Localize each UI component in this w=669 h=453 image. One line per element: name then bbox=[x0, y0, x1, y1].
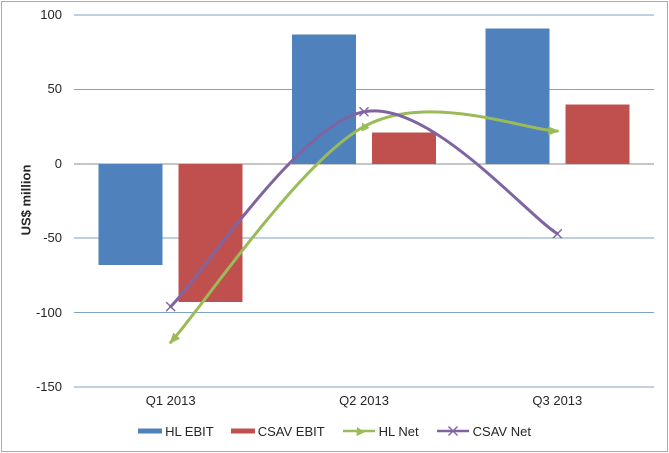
line-hl-net bbox=[169, 110, 559, 344]
bar-csav-ebit-q1-2013 bbox=[178, 163, 243, 303]
legend-label: CSAV Net bbox=[472, 423, 531, 439]
triangle-marker-icon bbox=[356, 426, 365, 437]
y-tick-label: 0 bbox=[54, 155, 62, 171]
bar-hl-ebit-q2-2013 bbox=[292, 34, 356, 164]
bar-hl-ebit-q1-2013 bbox=[98, 163, 163, 265]
x-axis-label: Q2 2013 bbox=[339, 393, 389, 408]
triangle-marker-icon bbox=[361, 122, 370, 132]
legend: HL EBIT CSAV EBIT HL Net CSAV Net bbox=[0, 421, 669, 441]
x-marker-icon bbox=[552, 228, 563, 239]
legend-bar-swatch bbox=[138, 428, 163, 434]
legend-item-hl-net: HL Net bbox=[342, 424, 419, 439]
y-tick-label: -50 bbox=[43, 230, 62, 246]
legend-item-csav-net: CSAV Net bbox=[436, 424, 531, 439]
bar-hl-ebit-q3-2013 bbox=[485, 28, 550, 164]
legend-key-csav-net-icon bbox=[436, 426, 469, 436]
arrowhead-icon bbox=[548, 126, 560, 136]
x-axis-label: Q3 2013 bbox=[532, 393, 583, 408]
y-tick-label: -150 bbox=[35, 379, 62, 394]
y-tick-label: 50 bbox=[47, 81, 62, 97]
legend-item-hl-ebit: HL EBIT bbox=[138, 424, 214, 439]
y-tick-label: -100 bbox=[35, 304, 62, 320]
legend-key-hl-net-icon bbox=[342, 426, 375, 437]
legend-label: CSAV EBIT bbox=[257, 423, 325, 439]
bar-csav-ebit-q3-2013 bbox=[565, 104, 630, 164]
arrowhead-icon bbox=[169, 332, 181, 344]
legend-bar-swatch bbox=[230, 428, 255, 434]
legend-label: HL Net bbox=[378, 423, 419, 439]
legend-item-csav-ebit: CSAV EBIT bbox=[230, 423, 325, 439]
legend-key-csav-ebit-icon bbox=[230, 428, 255, 434]
x-marker-icon bbox=[359, 106, 369, 117]
y-axis-title: US$ million bbox=[18, 164, 34, 236]
legend-label: HL EBIT bbox=[165, 423, 214, 439]
legend-key-hl-ebit-icon bbox=[138, 428, 163, 434]
x-marker-icon bbox=[447, 426, 458, 436]
bar-csav-ebit-q2-2013 bbox=[372, 132, 436, 164]
y-tick-label: 100 bbox=[40, 7, 62, 22]
x-marker-icon bbox=[165, 301, 176, 312]
x-axis-label: Q1 2013 bbox=[145, 393, 196, 408]
